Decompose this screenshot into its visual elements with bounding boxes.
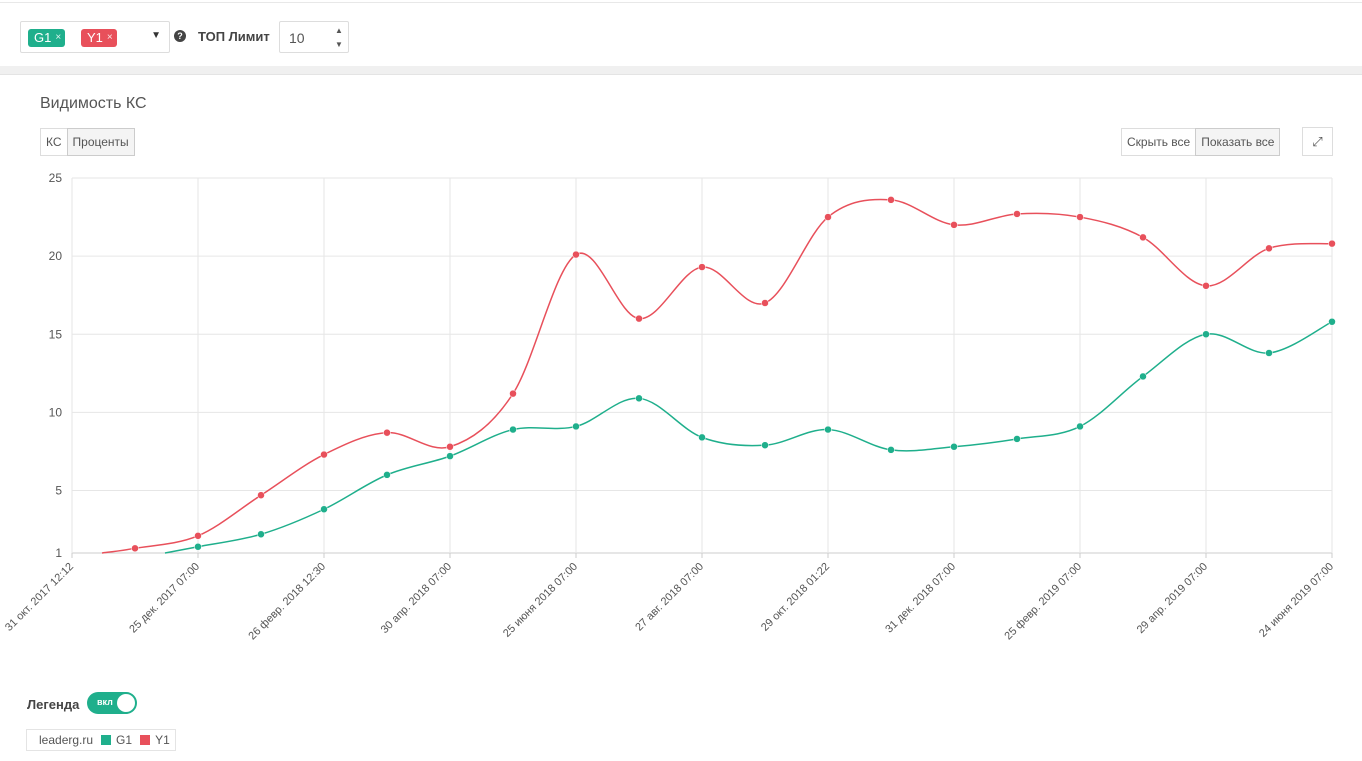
x-tick-label: 30 апр. 2018 07:00: [379, 561, 454, 636]
mode-toggle-group: КС Проценты: [40, 128, 135, 156]
chevron-down-icon[interactable]: ▼: [151, 30, 161, 41]
data-point-g1: [446, 452, 454, 460]
data-point-y1: [194, 532, 202, 540]
data-point-y1: [1076, 213, 1084, 221]
x-tick-label: 25 дек. 2017 07:00: [127, 561, 202, 636]
data-point-g1: [194, 543, 202, 551]
tag-g1: G1 ×: [28, 29, 66, 47]
data-point-y1: [572, 250, 580, 259]
x-tick-label: 25 июня 2018 07:00: [501, 561, 580, 640]
legend-swatch-g1: [101, 735, 112, 745]
data-point-g1: [761, 441, 769, 449]
data-point-y1: [383, 428, 391, 437]
domain-tag-select[interactable]: G1 × Y1 × ▼: [20, 21, 170, 53]
data-point-y1: [1265, 244, 1273, 253]
data-point-g1: [950, 443, 958, 451]
y-tick-label: 10: [49, 405, 63, 419]
x-tick-label: 25 февр. 2019 07:00: [1002, 561, 1084, 643]
legend-label: Легенда: [27, 697, 80, 712]
top-limit-value[interactable]: 10: [289, 30, 305, 46]
data-point-y1: [887, 196, 895, 204]
data-point-g1: [509, 425, 517, 434]
data-point-y1: [950, 221, 958, 229]
data-point-y1: [1328, 239, 1336, 248]
data-point-g1: [1328, 318, 1336, 326]
data-point-y1: [257, 491, 265, 499]
data-point-y1: [1202, 282, 1210, 290]
data-point-g1: [383, 471, 391, 479]
legend-toggle-label: вкл: [97, 697, 113, 707]
series-line-y1: [101, 198, 1333, 554]
help-icon[interactable]: ?: [174, 30, 186, 42]
mode-percent-button[interactable]: Проценты: [66, 128, 135, 156]
legend-swatch-y1: [140, 735, 151, 745]
data-point-g1: [1139, 372, 1147, 381]
tag-y1-remove-icon[interactable]: ×: [106, 32, 113, 43]
x-tick-label: 29 окт. 2018 01:22: [759, 561, 832, 634]
data-point-y1: [824, 213, 832, 221]
x-tick-label: 26 февр. 2018 12:30: [246, 561, 328, 643]
data-point-g1: [1265, 349, 1273, 357]
x-tick-label: 27 авг. 2018 07:00: [633, 561, 706, 634]
tag-g1-label: G1: [34, 30, 52, 45]
data-point-y1: [446, 443, 454, 451]
data-point-g1: [1013, 435, 1021, 443]
y-tick-label: 15: [49, 327, 63, 341]
y-tick-label: 5: [55, 484, 62, 498]
top-limit-label: ТОП Лимит: [198, 29, 270, 44]
x-tick-label: 31 окт. 2017 12:12: [3, 561, 76, 634]
series-line-g1: [164, 321, 1333, 554]
series-visibility-group: Скрыть все Показать все: [1121, 128, 1281, 156]
mode-ks-button[interactable]: КС: [40, 128, 68, 156]
show-all-button[interactable]: Показать все: [1195, 128, 1281, 156]
x-tick-label: 31 дек. 2018 07:00: [883, 561, 958, 636]
data-point-y1: [761, 299, 769, 307]
legend-item-g1[interactable]: G1: [101, 733, 132, 747]
legend-item-y1[interactable]: Y1: [140, 733, 170, 747]
data-point-y1: [698, 263, 706, 271]
data-point-g1: [635, 394, 643, 403]
data-point-y1: [509, 389, 517, 398]
data-point-y1: [1013, 210, 1021, 218]
stepper-down-icon[interactable]: ▼: [335, 40, 343, 49]
section-divider: [0, 66, 1362, 75]
data-point-g1: [572, 422, 580, 431]
filter-bar: G1 × Y1 × ▼ ? ТОП Лимит 10 ▲ ▼: [0, 2, 1362, 66]
x-tick-label: 29 апр. 2019 07:00: [1135, 561, 1210, 636]
data-point-y1: [635, 314, 643, 323]
data-point-y1: [131, 544, 139, 553]
y-tick-label: 20: [49, 249, 63, 263]
tag-y1-label: Y1: [87, 30, 103, 45]
y-tick-label: 1: [55, 546, 62, 560]
legend-domain: leaderg.ru: [39, 733, 94, 747]
expand-button[interactable]: ⤢: [1302, 127, 1333, 156]
data-point-g1: [320, 505, 328, 513]
tag-g1-remove-icon[interactable]: ×: [55, 32, 62, 43]
data-point-g1: [824, 425, 832, 434]
widget-title: Видимость КС: [40, 95, 147, 112]
data-point-g1: [887, 446, 895, 454]
top-limit-input[interactable]: 10 ▲ ▼: [279, 21, 349, 53]
legend-box: leaderg.ru G1 Y1: [26, 729, 176, 751]
legend-item-g1-label: G1: [116, 733, 133, 747]
data-point-y1: [1139, 233, 1147, 242]
hide-all-button[interactable]: Скрыть все: [1121, 128, 1197, 156]
tag-y1: Y1 ×: [81, 29, 117, 47]
toggle-knob: [117, 694, 135, 712]
expand-icon: ⤢: [1312, 134, 1323, 149]
x-tick-label: 24 июня 2019 07:00: [1257, 561, 1336, 640]
data-point-g1: [1202, 330, 1210, 338]
legend-item-y1-label: Y1: [155, 733, 170, 747]
stepper-up-icon[interactable]: ▲: [335, 26, 343, 35]
data-point-g1: [257, 530, 265, 538]
data-point-y1: [320, 450, 328, 459]
data-point-g1: [1076, 422, 1084, 431]
y-tick-label: 25: [49, 171, 63, 185]
data-point-g1: [698, 433, 706, 442]
legend-toggle[interactable]: вкл: [87, 692, 137, 714]
